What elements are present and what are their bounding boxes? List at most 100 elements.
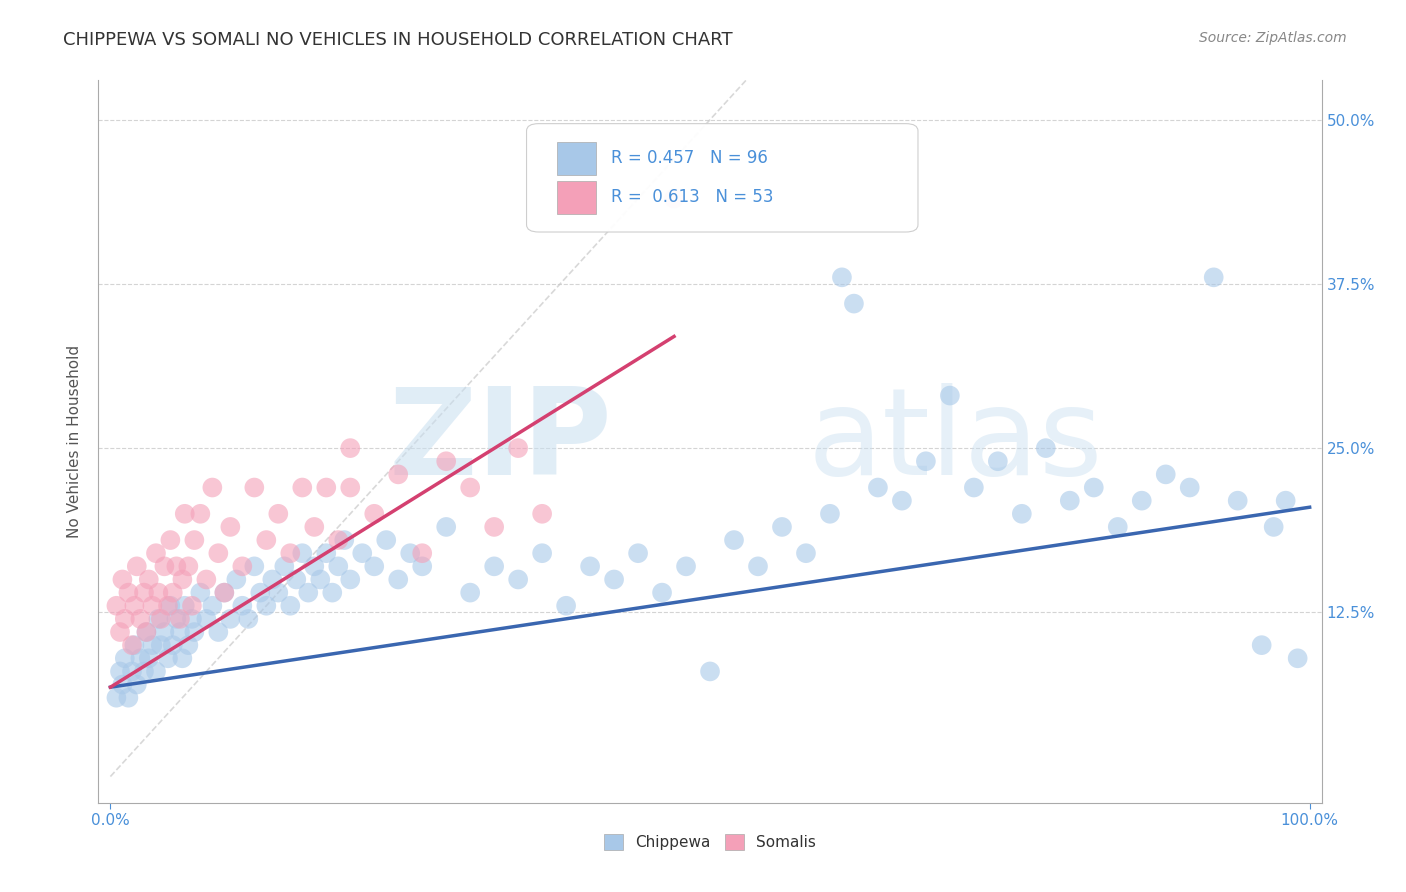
Point	[387, 467, 409, 482]
Point	[321, 585, 343, 599]
Point	[141, 638, 163, 652]
Point	[195, 612, 218, 626]
Point	[138, 573, 160, 587]
Point	[172, 651, 194, 665]
Point	[214, 585, 236, 599]
Point	[333, 533, 356, 547]
Point	[156, 599, 179, 613]
Point	[1107, 520, 1129, 534]
Point	[165, 559, 187, 574]
Text: R = 0.457   N = 96: R = 0.457 N = 96	[612, 149, 768, 168]
Point	[866, 481, 889, 495]
Point	[434, 520, 457, 534]
Point	[723, 533, 745, 547]
Point	[188, 585, 211, 599]
FancyBboxPatch shape	[557, 181, 596, 213]
Point	[1226, 493, 1249, 508]
Point	[508, 573, 530, 587]
Point	[124, 638, 146, 652]
Point	[148, 612, 170, 626]
Point	[315, 546, 337, 560]
Point	[121, 665, 143, 679]
Point	[129, 651, 152, 665]
Point	[915, 454, 938, 468]
Point	[794, 546, 817, 560]
Point	[482, 520, 505, 534]
Point	[181, 599, 204, 613]
Point	[352, 546, 374, 560]
Point	[165, 612, 187, 626]
Point	[108, 665, 131, 679]
Text: ZIP: ZIP	[388, 383, 612, 500]
Point	[555, 599, 578, 613]
Point	[328, 533, 350, 547]
Point	[531, 546, 554, 560]
Point	[285, 573, 308, 587]
Point	[159, 533, 181, 547]
Text: CHIPPEWA VS SOMALI NO VEHICLES IN HOUSEHOLD CORRELATION CHART: CHIPPEWA VS SOMALI NO VEHICLES IN HOUSEH…	[63, 31, 733, 49]
Point	[124, 599, 146, 613]
Point	[207, 625, 229, 640]
Point	[339, 441, 361, 455]
Point	[411, 546, 433, 560]
Point	[117, 690, 139, 705]
Point	[254, 599, 277, 613]
Point	[842, 296, 865, 310]
Point	[747, 559, 769, 574]
Point	[278, 599, 301, 613]
Point	[579, 559, 602, 574]
Point	[309, 573, 332, 587]
Point	[238, 612, 260, 626]
Point	[188, 507, 211, 521]
Point	[129, 612, 152, 626]
Text: atlas: atlas	[808, 383, 1104, 500]
Point	[162, 585, 184, 599]
Point	[132, 665, 155, 679]
Point	[177, 638, 200, 652]
Point	[117, 585, 139, 599]
Point	[219, 520, 242, 534]
Point	[111, 573, 134, 587]
Point	[278, 546, 301, 560]
Point	[225, 573, 247, 587]
Point	[105, 690, 128, 705]
Point	[662, 192, 685, 206]
Point	[831, 270, 853, 285]
Point	[411, 559, 433, 574]
Point	[148, 585, 170, 599]
Point	[183, 625, 205, 640]
Point	[169, 625, 191, 640]
Point	[149, 612, 172, 626]
Point	[434, 454, 457, 468]
Point	[1286, 651, 1309, 665]
Point	[149, 638, 172, 652]
Point	[132, 585, 155, 599]
Point	[145, 665, 167, 679]
Point	[125, 559, 148, 574]
Point	[1178, 481, 1201, 495]
Point	[177, 559, 200, 574]
Point	[195, 573, 218, 587]
Point	[1263, 520, 1285, 534]
Point	[141, 599, 163, 613]
Point	[651, 585, 673, 599]
FancyBboxPatch shape	[557, 142, 596, 175]
Point	[249, 585, 271, 599]
Point	[387, 573, 409, 587]
Point	[267, 507, 290, 521]
Point	[243, 481, 266, 495]
Point	[328, 559, 350, 574]
Point	[890, 493, 912, 508]
Point	[1130, 493, 1153, 508]
Point	[207, 546, 229, 560]
Point	[304, 559, 326, 574]
Point	[273, 559, 295, 574]
Point	[1035, 441, 1057, 455]
Point	[291, 546, 314, 560]
Point	[162, 638, 184, 652]
Point	[315, 481, 337, 495]
Point	[375, 533, 398, 547]
Point	[627, 546, 650, 560]
Point	[939, 388, 962, 402]
Point	[125, 677, 148, 691]
